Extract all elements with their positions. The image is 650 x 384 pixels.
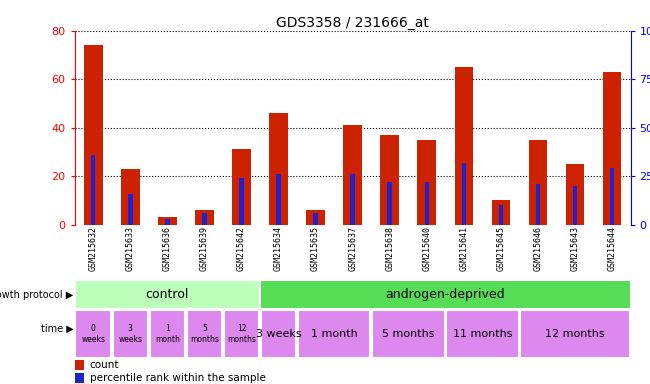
Bar (454, 67, 473, 225)
Text: 5 months: 5 months (382, 329, 434, 339)
Bar (84, 45, 103, 225)
Bar (150, 310, 185, 358)
Bar (424, 182, 429, 225)
Text: 1
month: 1 month (155, 324, 180, 344)
Bar (239, 178, 244, 225)
Bar (573, 186, 577, 225)
Bar (165, 219, 170, 225)
Bar (269, 113, 288, 225)
Title: GDS3358 / 231666_at: GDS3358 / 231666_at (276, 16, 429, 30)
Bar (261, 310, 296, 358)
Bar (298, 310, 370, 358)
Bar (158, 217, 177, 225)
Bar (417, 140, 436, 225)
Text: 5
months: 5 months (190, 324, 219, 344)
Text: time ▶: time ▶ (40, 324, 73, 334)
Bar (313, 213, 318, 225)
Bar (380, 135, 399, 225)
Bar (372, 310, 445, 358)
Bar (499, 205, 503, 225)
Bar (187, 310, 222, 358)
Bar (75, 373, 84, 383)
Text: androgen-deprived: androgen-deprived (385, 288, 505, 301)
Bar (112, 310, 148, 358)
Text: count: count (90, 360, 119, 370)
Bar (491, 200, 510, 225)
Bar (387, 182, 392, 225)
Bar (260, 280, 630, 309)
Bar (128, 194, 133, 225)
Bar (350, 174, 355, 225)
Bar (343, 125, 362, 225)
Bar (75, 280, 260, 309)
Text: 11 months: 11 months (452, 329, 512, 339)
Bar (610, 169, 614, 225)
Bar (202, 213, 207, 225)
Bar (224, 310, 259, 358)
Bar (195, 210, 214, 225)
Bar (75, 360, 84, 370)
Bar (520, 310, 630, 358)
Bar (462, 162, 466, 225)
Text: 3 weeks: 3 weeks (255, 329, 302, 339)
Bar (306, 210, 325, 225)
Text: control: control (146, 288, 189, 301)
Text: 12 months: 12 months (545, 329, 605, 339)
Bar (75, 310, 111, 358)
Text: 0
weeks: 0 weeks (81, 324, 105, 344)
Bar (566, 164, 584, 225)
Bar (121, 169, 140, 225)
Text: 3
weeks: 3 weeks (118, 324, 142, 344)
Bar (603, 72, 621, 225)
Bar (91, 155, 96, 225)
Bar (528, 140, 547, 225)
Bar (276, 174, 281, 225)
Text: 1 month: 1 month (311, 329, 358, 339)
Bar (536, 184, 540, 225)
Bar (232, 149, 251, 225)
Text: percentile rank within the sample: percentile rank within the sample (90, 373, 265, 383)
Text: growth protocol ▶: growth protocol ▶ (0, 290, 73, 300)
Bar (446, 310, 519, 358)
Text: 12
months: 12 months (227, 324, 256, 344)
